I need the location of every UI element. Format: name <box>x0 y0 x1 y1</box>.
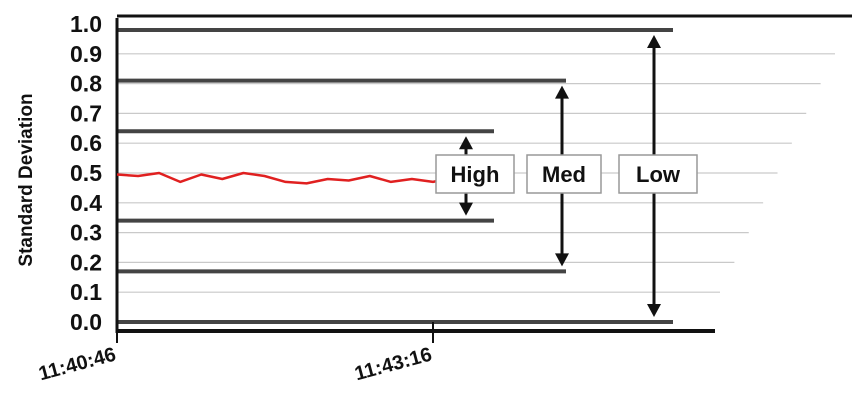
x-tick-label: 11:40:46 <box>36 344 118 386</box>
band-label-box <box>618 154 698 194</box>
y-tick-label: 0.7 <box>70 100 102 126</box>
arrowhead-up <box>459 136 473 150</box>
y-tick-label: 0.2 <box>70 249 102 275</box>
series-line <box>116 171 476 185</box>
band-label-box <box>435 154 515 194</box>
x-tick-label: 11:43:16 <box>352 344 434 386</box>
arrowhead-down <box>555 253 569 267</box>
y-tick-label: 0.9 <box>70 41 102 67</box>
band-label-text: High <box>451 162 500 187</box>
arrowhead-up <box>555 85 569 99</box>
y-tick-labels: 0.0 0.1 0.2 0.3 0.4 0.5 0.6 0.7 0.8 0.9 1.0 <box>70 11 102 335</box>
series-layer <box>116 171 476 185</box>
y-tick-label: 0.5 <box>70 160 102 186</box>
band-labels: High Med Low <box>435 154 698 194</box>
band-label-box <box>526 154 602 194</box>
y-axis-label: Standard Deviation <box>16 93 37 266</box>
y-tick-label: 0.6 <box>70 130 102 156</box>
y-tick-label: 0.1 <box>70 279 102 305</box>
arrowhead-down <box>459 202 473 216</box>
y-tick-label: 0.8 <box>70 71 102 97</box>
band-lines <box>117 27 673 324</box>
band-label-text: Low <box>636 162 681 187</box>
y-tick-label: 0.4 <box>70 190 102 216</box>
arrowhead-down <box>647 304 661 317</box>
y-tick-label: 0.3 <box>70 220 102 246</box>
y-tick-label: 0.0 <box>70 309 102 335</box>
y-tick-label: 1.0 <box>70 11 102 37</box>
band-label-text: Med <box>542 162 586 187</box>
arrowhead-up <box>647 34 661 48</box>
